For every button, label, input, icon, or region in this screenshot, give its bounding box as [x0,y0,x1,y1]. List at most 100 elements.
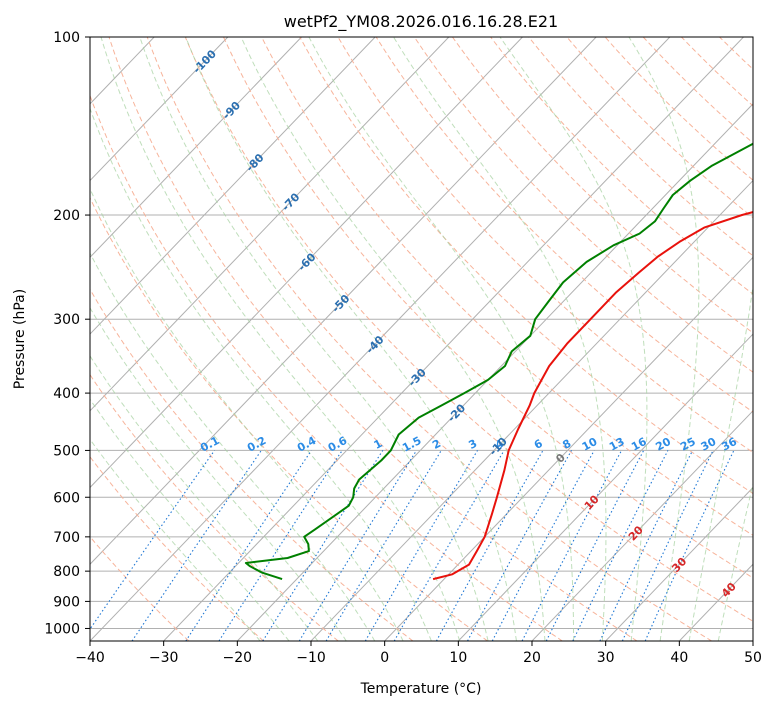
x-tick-label: 10 [449,650,467,666]
mixing-ratio-label: 6 [532,437,545,452]
dry-adiabat [451,37,753,334]
plot-frame [89,36,754,642]
mixing-ratio-line [545,450,645,641]
y-tick-label: 1000 [44,621,80,637]
moist-adiabat [90,107,432,641]
series-group [244,142,753,581]
isotherm-gridline [90,37,523,489]
isotherm-gridline [678,563,753,641]
dry-adiabat [758,37,775,641]
y-tick-label: 500 [53,443,80,459]
isotherm-gridline [457,333,753,641]
moist-adiabat [90,354,319,641]
isotherm-gridline [752,640,753,641]
x-tick-label: 0 [380,650,389,666]
mixing-ratio-label: 20 [653,435,673,454]
moist-adiabat [499,37,648,641]
mixing-ratio-line [644,450,735,641]
mixing-ratio-label: 10 [580,435,600,454]
dry-adiabat [719,37,753,70]
moist-adiabat [240,37,546,641]
dry-adiabat [566,37,753,219]
y-tick-label: 600 [53,490,80,506]
y-tick-label: 900 [53,594,80,610]
y-tick-label: 800 [53,564,80,580]
mixing-ratio-label: 1.5 [400,434,423,455]
y-axis-label: Pressure (hPa) [12,289,28,389]
y-tick-label: 200 [53,208,80,224]
y-tick-label: 300 [53,312,80,328]
moist-adiabat [90,187,404,641]
mixing-ratio-label: 8 [560,437,573,452]
mixing-ratio-label: 0.2 [245,434,268,455]
y-axis: 100 200 300 400 500 600 700 800 900 1000 [44,30,90,637]
y-tick-label: 700 [53,530,80,546]
mixing-ratio-line [572,450,669,641]
dry-adiabat-label: -100 [190,47,219,76]
background-lines [0,37,775,641]
dry-adiabat [604,37,753,181]
moist-adiabat [90,398,290,641]
dry-adiabat [681,37,753,107]
mixing-ratio-label: 25 [678,435,698,454]
moist-adiabat [185,37,517,641]
isotherm-gridline [90,37,450,412]
isotherm-gridline [90,37,229,182]
dry-adiabat [146,37,712,641]
mixing-ratio-label: 0.4 [295,434,319,455]
isotherm-gridline [163,37,744,641]
dry-adiabat [223,37,753,579]
x-axis: −40 −30 −20 −10 0 10 20 30 40 50 [75,641,762,666]
x-tick-label: −40 [75,650,105,666]
moist-adiabat [90,438,261,641]
mixing-ratio-line [435,450,544,641]
mixing-ratio-line [131,450,262,641]
isotherm-gridline [90,37,671,641]
dry-adiabat [90,94,563,641]
dry-adiabat [90,455,264,641]
isotherm-gridline [384,256,753,641]
dry-adiabat [90,535,190,641]
x-axis-label: Temperature (°C) [360,681,482,697]
mixing-ratio-label: 2 [430,437,443,452]
dewpoint-profile-line [244,142,753,581]
dry-adiabat [337,37,753,454]
mixing-ratio-line [90,450,215,630]
mixing-ratio-line [218,450,343,641]
isotherm-gridline [90,37,376,335]
isotherm-gridline [0,37,7,641]
isotherm-gridline [90,37,597,565]
temperature-profile-line [432,211,753,581]
mixing-ratio-label: 0.1 [198,434,221,455]
x-tick-label: 50 [744,650,762,666]
mixing-ratio-line [185,450,312,641]
moist-adiabat [308,37,575,641]
dry-adiabat [90,196,488,641]
isotherm-gridline [236,103,753,641]
x-tick-label: −30 [149,650,179,666]
mixing-ratio-line [621,450,714,641]
dry-adiabat [108,37,638,641]
dry-adiabat [413,37,753,373]
moist-adiabat [717,481,753,641]
moist-adiabat [393,37,607,641]
x-tick-label: 20 [523,650,541,666]
mixing-ratio-label: 36 [719,435,739,454]
mixing-ratio-label: 30 [699,435,719,454]
y-tick-label: 100 [53,30,80,46]
moist-adiabat [688,283,753,641]
mixing-ratio-line [521,450,622,641]
isotherm-gridline [605,486,753,641]
dry-adiabat [261,37,753,536]
mixing-ratio-line [364,450,478,641]
mixing-ratio-line [467,450,572,641]
mixing-ratio-line [491,450,595,641]
moist-adiabat [139,37,489,641]
dry-adiabat [375,37,753,413]
x-tick-label: 30 [597,650,615,666]
chart-title: wetPf2_YM08.2026.016.16.28.E21 [284,12,558,32]
mixing-ratio-label: 1 [372,437,385,452]
isotherm-gridline [90,37,302,259]
x-tick-label: −10 [296,650,326,666]
